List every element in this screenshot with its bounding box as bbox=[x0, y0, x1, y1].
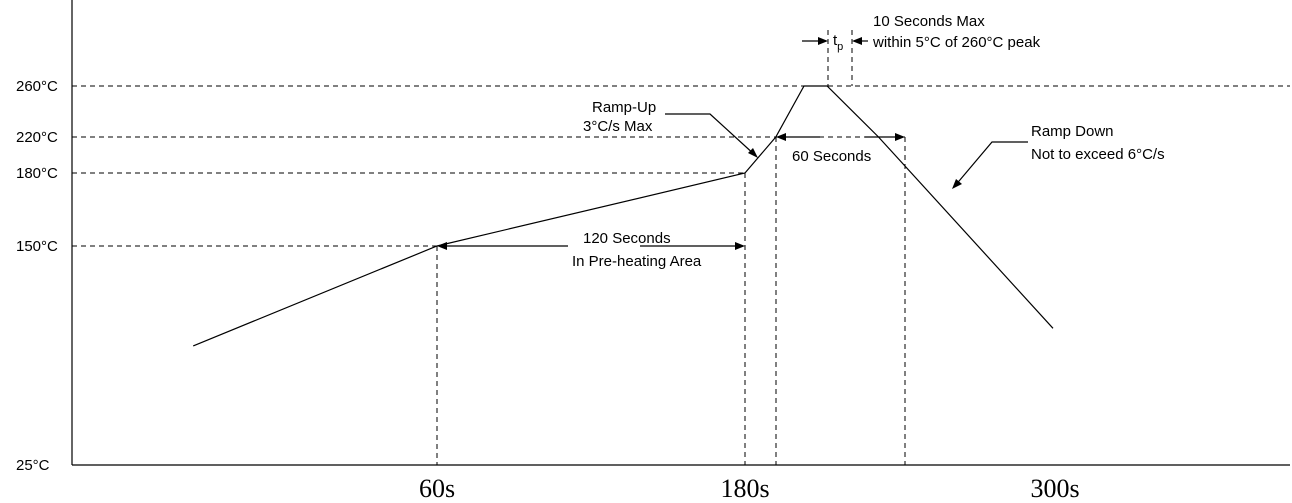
rampdown-note-line1: Ramp Down bbox=[1031, 123, 1114, 140]
y-tick-label-220: 220°C bbox=[16, 129, 58, 146]
y-tick-label-25: 25°C bbox=[16, 457, 50, 474]
y-tick-label-180: 180°C bbox=[16, 165, 58, 182]
preheat-arrow-right-head bbox=[735, 242, 745, 250]
peak-note-line2: within 5°C of 260°C peak bbox=[872, 34, 1041, 51]
sixty-seconds-label: 60 Seconds bbox=[792, 148, 871, 165]
sixty-arrow-left-head bbox=[776, 133, 786, 141]
preheat-note-line1: 120 Seconds bbox=[583, 230, 671, 247]
tp-annotation: tp bbox=[802, 32, 868, 53]
rampdown-leader-line bbox=[953, 141, 1028, 188]
x-tick-label-180s: 180s bbox=[720, 474, 769, 503]
tp-arrow-left-head bbox=[818, 37, 828, 45]
temperature-profile-line bbox=[192, 85, 1054, 347]
x-tick-label-60s: 60s bbox=[419, 474, 455, 503]
preheat-note-line2: In Pre-heating Area bbox=[572, 253, 702, 270]
peak-note-line1: 10 Seconds Max bbox=[873, 13, 985, 30]
rampup-note-line2: 3°C/s Max bbox=[583, 118, 653, 135]
tp-arrow-right-head bbox=[852, 37, 862, 45]
sixty-arrow-right-head bbox=[895, 133, 905, 141]
rampdown-note-line2: Not to exceed 6°C/s bbox=[1031, 146, 1165, 163]
x-tick-label-300s: 300s bbox=[1030, 474, 1079, 503]
rampup-leader-arrowhead bbox=[748, 148, 758, 158]
y-tick-label-150: 150°C bbox=[16, 238, 58, 255]
tp-label: tp bbox=[833, 32, 843, 53]
preheat-arrow-left-head bbox=[437, 242, 447, 250]
y-tick-label-260: 260°C bbox=[16, 78, 58, 95]
rampup-note-line1: Ramp-Up bbox=[592, 99, 656, 116]
rampdown-leader-arrowhead bbox=[952, 179, 962, 189]
rampup-leader-line bbox=[665, 113, 757, 157]
